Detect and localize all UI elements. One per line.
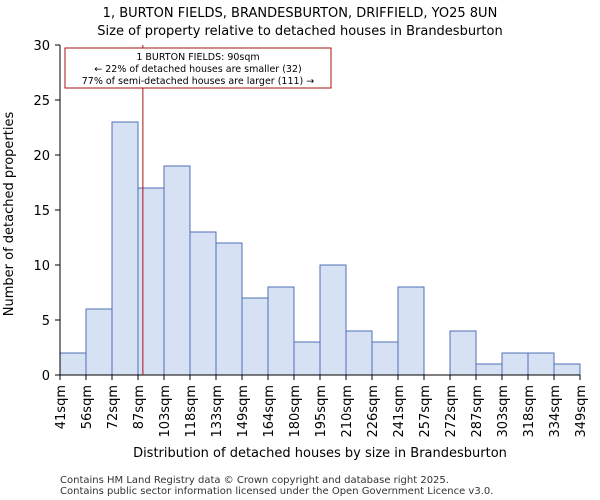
- y-tick-label: 10: [33, 259, 50, 274]
- bar-318sqm: [527, 352, 555, 376]
- bar-334sqm: [553, 363, 581, 376]
- x-tick-label: 257sqm: [418, 385, 433, 438]
- x-tick-label: 149sqm: [236, 385, 251, 438]
- bar-241sqm: [397, 286, 425, 376]
- chart-title: 1, BURTON FIELDS, BRANDESBURTON, DRIFFIE…: [103, 6, 498, 21]
- bar-group: [59, 121, 581, 376]
- bar-210sqm: [345, 330, 373, 376]
- annotation-line-3: 77% of semi-detached houses are larger (…: [82, 76, 315, 87]
- x-tick-label: 103sqm: [158, 385, 173, 438]
- x-tick-label: 87sqm: [132, 385, 147, 429]
- y-tick-label: 15: [33, 204, 50, 219]
- bar-41sqm: [59, 352, 87, 376]
- bar-56sqm: [85, 308, 113, 376]
- x-axis-ticks: 41sqm 56sqm 72sqm 87sqm 103sqm 118sqm 133sqm 14…: [54, 375, 589, 438]
- x-tick-label: 41sqm: [54, 385, 69, 429]
- bar-133sqm: [215, 242, 243, 376]
- x-tick-label: 195sqm: [314, 385, 329, 438]
- bar-118sqm: [189, 231, 217, 376]
- bar-180sqm: [293, 341, 321, 376]
- x-tick-label: 334sqm: [548, 385, 563, 438]
- y-tick-label: 5: [42, 314, 50, 329]
- annotation-line-1: 1 BURTON FIELDS: 90sqm: [136, 52, 259, 63]
- bar-287sqm: [475, 363, 503, 376]
- x-tick-label: 241sqm: [392, 385, 407, 438]
- annotation-frame: [64, 47, 332, 89]
- x-tick-label: 226sqm: [366, 385, 381, 438]
- bar-87sqm: [137, 187, 165, 376]
- y-tick-label: 20: [33, 149, 50, 164]
- x-tick-label: 318sqm: [522, 385, 537, 438]
- y-axis-label: Number of detached properties: [2, 112, 17, 317]
- x-tick-label: 164sqm: [262, 385, 277, 438]
- bar-72sqm: [111, 121, 139, 376]
- annotation-box: 1 BURTON FIELDS: 90sqm ← 22% of detached…: [64, 47, 332, 89]
- y-tick-label: 0: [42, 369, 50, 384]
- bar-195sqm: [319, 264, 347, 376]
- chart-subtitle: Size of property relative to detached ho…: [97, 24, 502, 39]
- bar-226sqm: [371, 341, 399, 376]
- bar-149sqm: [241, 297, 269, 376]
- bar-272sqm: [449, 330, 477, 376]
- y-tick-label: 30: [33, 39, 50, 54]
- x-tick-label: 133sqm: [210, 385, 225, 438]
- x-tick-label: 72sqm: [106, 385, 121, 429]
- x-tick-label: 303sqm: [496, 385, 511, 438]
- x-tick-label: 56sqm: [80, 385, 95, 429]
- y-axis-ticks: 0 5 10 15 20 25 30: [33, 39, 60, 384]
- x-tick-label: 180sqm: [288, 385, 303, 438]
- x-tick-label: 118sqm: [184, 385, 199, 438]
- x-tick-label: 272sqm: [444, 385, 459, 438]
- footer-line-1: Contains HM Land Registry data © Crown c…: [60, 475, 449, 486]
- bar-164sqm: [267, 286, 295, 376]
- footer-line-2: Contains public sector information licen…: [60, 486, 493, 497]
- y-tick-label: 25: [33, 94, 50, 109]
- annotation-line-2: ← 22% of detached houses are smaller (32…: [94, 64, 301, 75]
- x-axis-label: Distribution of detached houses by size …: [133, 446, 507, 461]
- bar-303sqm: [501, 352, 529, 376]
- x-tick-label: 210sqm: [340, 385, 355, 438]
- x-tick-label: 287sqm: [470, 385, 485, 438]
- x-tick-label: 349sqm: [574, 385, 589, 438]
- bar-103sqm: [163, 165, 191, 376]
